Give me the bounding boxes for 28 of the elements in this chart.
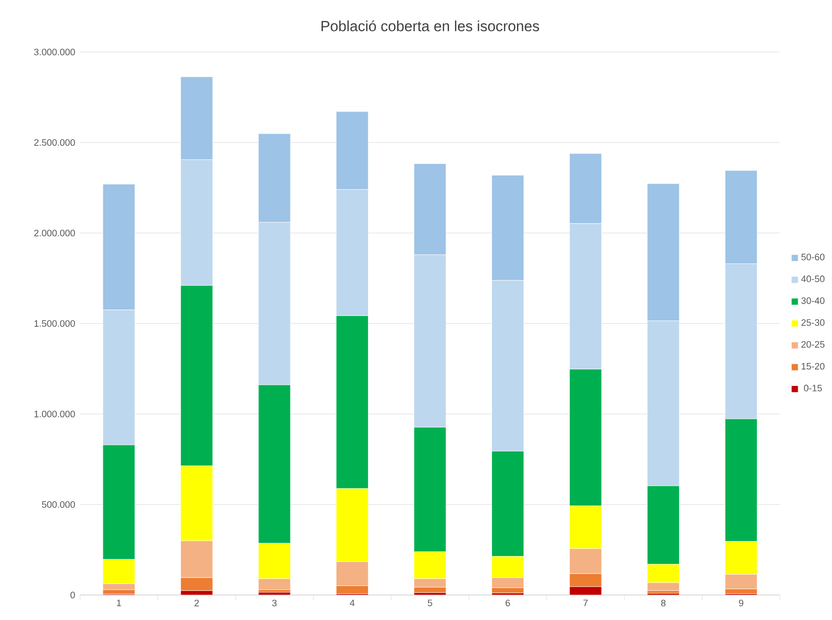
x-tick-label: 9 [738, 600, 744, 606]
legend-label: 15-20 [802, 362, 824, 370]
x-tick-label: 4 [350, 600, 355, 606]
legend-label: 50-60 [801, 254, 824, 260]
y-tick-label: 1.000.000 [34, 410, 75, 418]
x-tick-label: 7 [583, 600, 588, 606]
x-tick-label: 1 [117, 600, 122, 606]
bar [569, 573, 602, 587]
bar [102, 590, 135, 594]
legend-label: 0-15 [804, 384, 822, 392]
y-tick-label: 2.500.000 [34, 139, 75, 146]
legend-label: 30-40 [801, 297, 824, 304]
y-tick-label: 1.500.000 [34, 320, 75, 327]
bar [336, 586, 368, 594]
legend-label: 25-30 [801, 319, 824, 326]
x-tick-label: 5 [428, 600, 432, 606]
y-tick-label: 3.000.000 [34, 48, 75, 56]
y-tick-label: 2.000.000 [34, 230, 75, 236]
chart-title: Població coberta en les isocrones [322, 20, 540, 32]
bar [180, 577, 213, 591]
x-tick-label: 6 [506, 600, 510, 606]
y-tick-label: 500.000 [42, 501, 75, 508]
legend-label: 40-50 [801, 276, 824, 282]
x-tick-label: 2 [194, 600, 199, 606]
legend-label: 20-25 [801, 341, 824, 348]
x-tick-label: 3 [272, 600, 277, 606]
x-tick-label: 8 [661, 600, 666, 606]
y-tick-label: 0 [70, 592, 75, 598]
